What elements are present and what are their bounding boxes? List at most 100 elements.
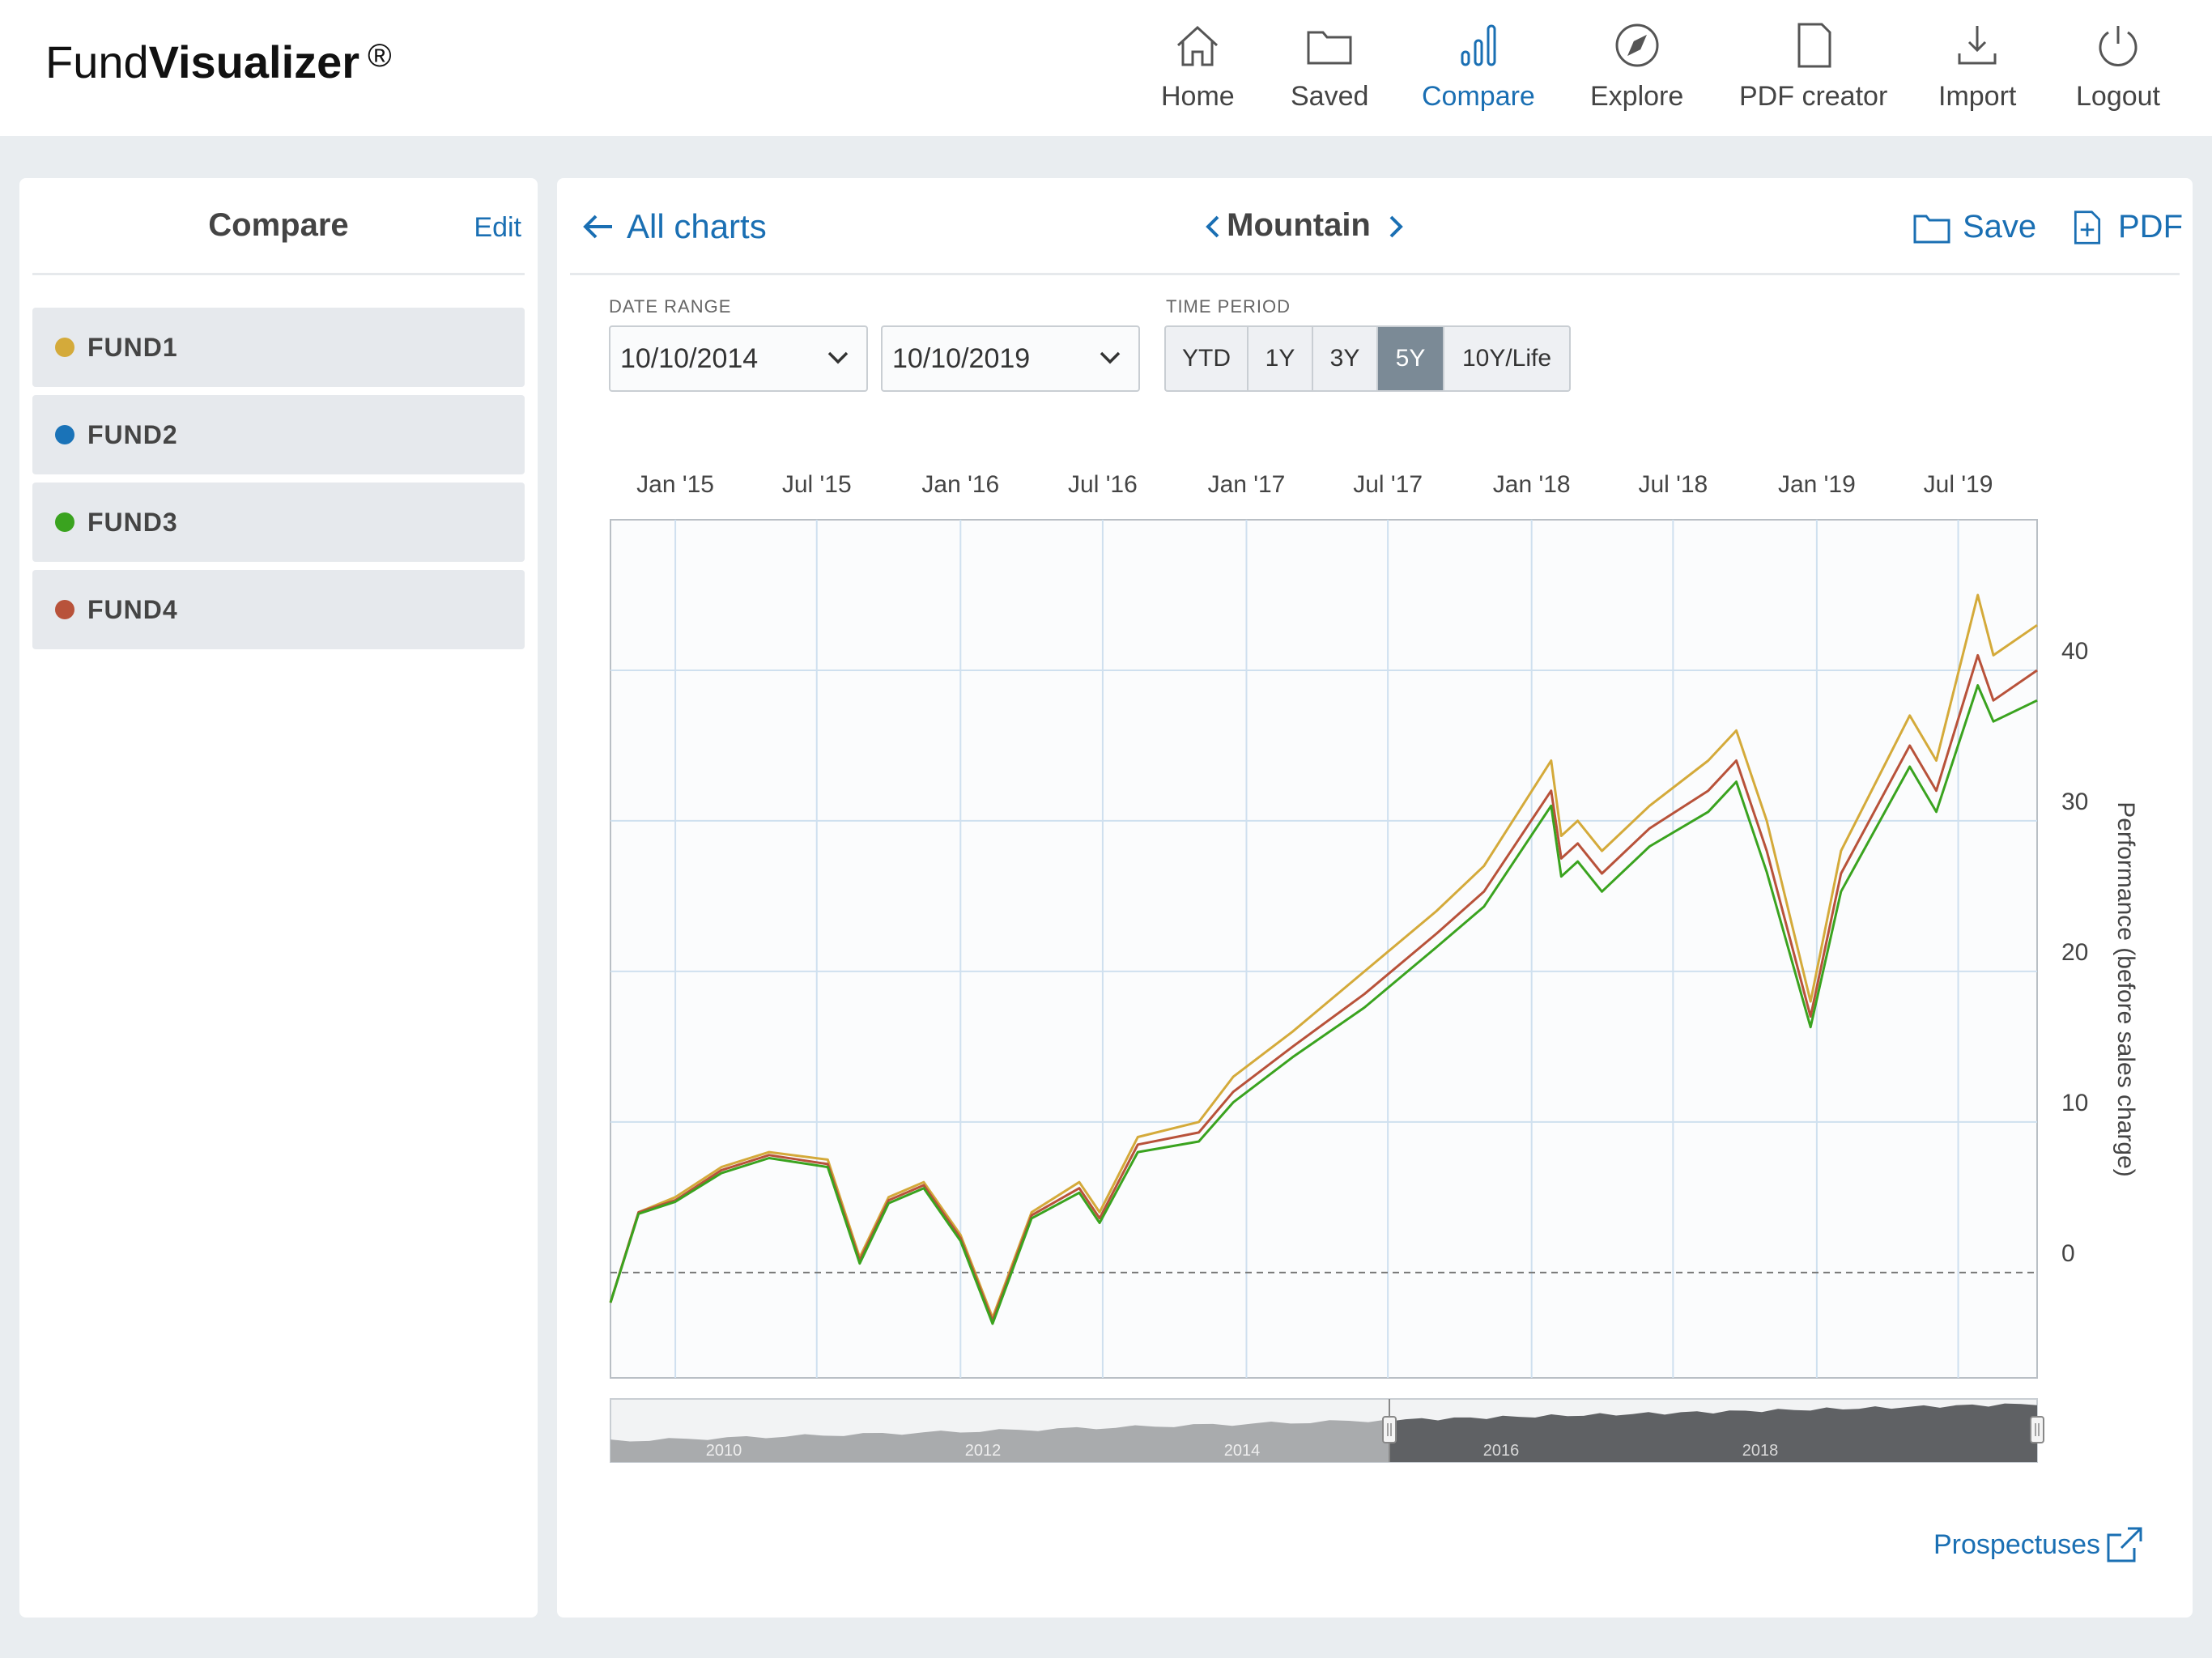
time-period-label: TIME PERIOD <box>1166 296 1291 317</box>
navigator-left-handle[interactable] <box>1382 1416 1397 1443</box>
chevron-left-icon <box>1206 215 1219 238</box>
nav-pdf-creator-label: PDF creator <box>1739 81 1888 112</box>
nav-compare[interactable]: Compare <box>1422 21 1535 113</box>
y-tick-label: 10 <box>2061 1090 2088 1116</box>
fund-name: FUND1 <box>87 332 178 362</box>
nav-compare-label: Compare <box>1422 81 1535 112</box>
add-document-icon <box>2074 210 2101 244</box>
y-tick-label: 40 <box>2061 638 2088 665</box>
start-date-select[interactable]: 10/10/2014 <box>609 325 868 392</box>
start-date-value: 10/10/2014 <box>620 342 759 374</box>
power-icon <box>2099 26 2138 66</box>
y-tick-label: 30 <box>2061 789 2088 815</box>
fund-name: FUND2 <box>87 419 178 449</box>
date-range-label: DATE RANGE <box>609 296 732 317</box>
folder-icon <box>1307 31 1352 65</box>
compare-title: Compare <box>208 207 349 243</box>
navigator-history-area <box>610 1419 1389 1462</box>
x-tick-label: Jul '18 <box>1638 471 1708 498</box>
x-tick-label: Jan '15 <box>636 471 714 498</box>
all-charts-label: All charts <box>627 207 767 245</box>
chevron-right-icon <box>1389 215 1403 238</box>
nav-logout[interactable]: Logout <box>2076 21 2160 113</box>
pdf-button[interactable]: PDF <box>2068 209 2183 245</box>
logo-regular: Fund <box>45 36 149 87</box>
period-5y-button[interactable]: 5Y <box>1378 327 1444 390</box>
end-date-value: 10/10/2019 <box>892 342 1031 374</box>
edit-button[interactable]: Edit <box>474 212 521 243</box>
compass-icon <box>1615 23 1659 67</box>
nav-explore-label: Explore <box>1590 81 1684 112</box>
x-tick-label: Jul '16 <box>1068 471 1138 498</box>
chevron-down-icon <box>1100 351 1121 364</box>
y-tick-label: 20 <box>2061 939 2088 966</box>
save-label: Save <box>1963 209 2037 244</box>
logo-bold: Visualizer <box>148 36 360 87</box>
import-icon <box>1958 26 1997 65</box>
fund-item-fund3[interactable]: FUND3 <box>32 483 525 562</box>
plot-area <box>610 519 2038 1379</box>
document-icon <box>1797 23 1831 68</box>
navigator-year-label: 2016 <box>1483 1442 1520 1460</box>
fund-color-dot <box>55 600 74 619</box>
x-tick-label: Jan '19 <box>1778 471 1856 498</box>
fund-color-dot <box>55 425 74 444</box>
period-1y-button[interactable]: 1Y <box>1249 327 1313 390</box>
period-10y-life-button[interactable]: 10Y/Life <box>1461 345 1552 372</box>
nav-logout-label: Logout <box>2076 81 2160 112</box>
navigator-year-label: 2014 <box>1224 1442 1261 1460</box>
fund-item-fund2[interactable]: FUND2 <box>32 395 525 474</box>
next-chart-button[interactable] <box>1380 210 1412 243</box>
series-line-fund3 <box>609 684 2038 1325</box>
y-tick-label: 0 <box>2061 1240 2075 1267</box>
fund-color-dot <box>55 338 74 357</box>
x-tick-label: Jul '17 <box>1353 471 1423 498</box>
fund-item-fund4[interactable]: FUND4 <box>32 570 525 649</box>
pdf-label: PDF <box>2118 209 2183 244</box>
nav-import[interactable]: Import <box>1938 21 2016 113</box>
chart-type-title: Mountain <box>1227 207 1371 243</box>
folder-icon <box>1913 215 1950 243</box>
nav-saved[interactable]: Saved <box>1291 21 1368 113</box>
fund-name: FUND4 <box>87 594 178 624</box>
nav-explore[interactable]: Explore <box>1590 21 1683 113</box>
app-logo[interactable]: FundVisualizer ® <box>45 36 392 88</box>
chevron-down-icon <box>827 351 849 364</box>
chart-panel: All charts Mountain Save PDF DATE RANGE … <box>557 178 2193 1618</box>
chart-panel-header: All charts Mountain Save PDF <box>570 178 2183 275</box>
external-link-icon <box>2107 1527 2142 1562</box>
navigator-year-label: 2012 <box>965 1442 1002 1460</box>
nav-pdf-creator[interactable]: PDF creator <box>1739 21 1887 113</box>
mountain-chart[interactable]: Jan '15 Jul '15 Jan '16 Jul '16 Jan '17 Jul '… <box>557 178 2193 1538</box>
y-axis-label: Performance (before sales charge) <box>2112 801 2139 1177</box>
period-3y-button[interactable]: 3Y <box>1313 327 1378 390</box>
bar-chart-icon <box>1461 24 1496 66</box>
all-charts-link[interactable]: All charts <box>581 207 767 246</box>
top-bar: FundVisualizer ® Home Saved Compare Explo… <box>0 0 2212 136</box>
period-ytd-button[interactable]: YTD <box>1166 327 1249 390</box>
navigator-selected-area <box>1389 1403 2037 1462</box>
x-tick-label: Jan '17 <box>1208 471 1286 498</box>
compare-panel-header: Compare Edit <box>32 178 525 275</box>
x-tick-label: Jan '18 <box>1493 471 1571 498</box>
nav-home[interactable]: Home <box>1161 21 1235 113</box>
nav-home-label: Home <box>1161 81 1235 112</box>
nav-saved-label: Saved <box>1291 81 1369 112</box>
logo-mark: ® <box>368 38 392 74</box>
prospectuses-label: Prospectuses <box>1933 1528 2100 1560</box>
save-button[interactable]: Save <box>1912 209 2036 245</box>
compare-panel: Compare Edit FUND1 FUND2 FUND3 FUND4 <box>19 178 538 1618</box>
previous-chart-button[interactable] <box>1197 210 1229 243</box>
home-icon <box>1177 25 1219 66</box>
navigator-right-handle[interactable] <box>2030 1416 2044 1443</box>
fund-color-dot <box>55 512 74 532</box>
end-date-select[interactable]: 10/10/2019 <box>881 325 1140 392</box>
fund-name: FUND3 <box>87 507 178 537</box>
prospectuses-link[interactable]: Prospectuses <box>1933 1525 2144 1564</box>
x-tick-label: Jan '16 <box>921 471 999 498</box>
nav-import-label: Import <box>1938 81 2017 112</box>
fund-item-fund1[interactable]: FUND1 <box>32 308 525 387</box>
x-tick-label: Jul '19 <box>1924 471 1993 498</box>
x-tick-label: Jul '15 <box>782 471 852 498</box>
arrow-left-icon <box>583 215 612 239</box>
